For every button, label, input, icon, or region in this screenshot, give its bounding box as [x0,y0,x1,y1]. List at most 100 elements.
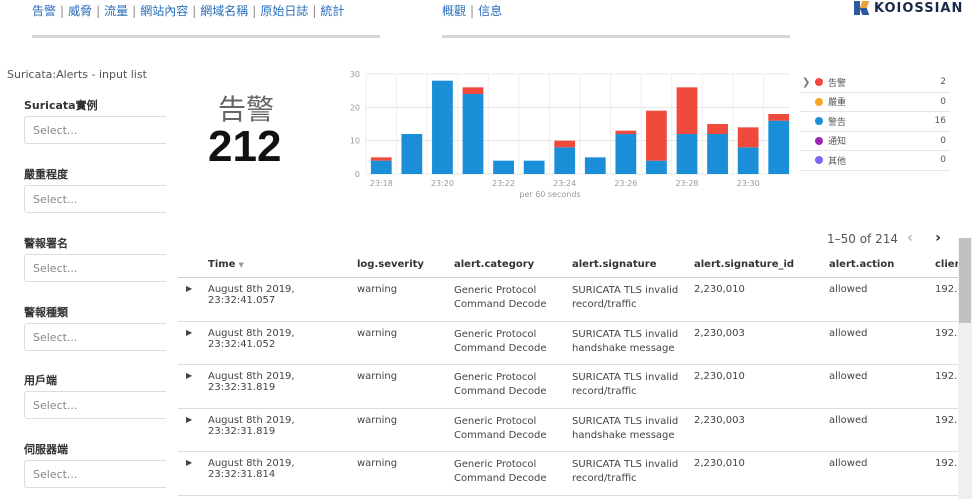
filter-select-client[interactable]: Select... [24,391,166,419]
legend-item-notice[interactable]: 通知 0 [800,132,950,151]
cell-severity: warning [357,284,398,295]
legend-dot-icon [815,97,823,106]
overview-links: 概觀 | 信息 [442,4,503,18]
dashboard-links: 告警 | 威脅 | 流量 | 網站內容 | 網域名稱 | 原始日誌 | 統計 [32,4,345,18]
nav-link-overview[interactable]: 概觀 [442,4,467,18]
prev-page-button[interactable]: ‹ [907,230,913,246]
x-tick-label: 23:20 [431,179,454,188]
legend-item-alert[interactable]: 告警 2 [800,73,950,93]
nav-link-threats[interactable]: 威脅 [68,4,93,18]
filter-label-client: 用戶端 [24,374,57,387]
table-row[interactable]: ▶ August 8th 2019, 23:32:31.819 warning Gen… [178,409,958,452]
legend-item-other[interactable]: 其他 0 [800,151,950,171]
cell-signature-id: 2,230,003 [694,414,745,426]
bar-告警 [737,127,759,148]
top-nav: 告警 | 威脅 | 流量 | 網站內容 | 網域名稱 | 原始日誌 | 統計 概觀 | 信息 KOIOSSI… [0,0,980,40]
legend-dot-icon [815,78,823,87]
cell-client: 192.1 [935,327,958,339]
cell-action: allowed [829,414,868,426]
table-row[interactable]: ▶ August 8th 2019, 23:32:31.819 warning Gen… [178,365,958,409]
nav-link-alerts[interactable]: 告警 [32,4,57,18]
bar-警告 [401,134,423,174]
next-page-button[interactable]: › [935,230,941,246]
expand-row-icon[interactable]: ▶ [186,284,193,293]
cell-severity: warning [357,414,398,426]
table-row[interactable]: ▶ August 8th 2019, 23:32:41.057 warning Gen… [178,278,958,322]
cell-category: Generic Protocol Command Decode [454,328,547,354]
filter-label-signature: 警報署名 [24,237,68,250]
x-tick-label: 23:26 [614,179,637,188]
column-header-action[interactable]: alert.action [829,259,895,270]
legend-dot-icon [815,117,823,126]
bar-告警 [646,110,667,161]
table-scrollbar[interactable] [958,238,972,499]
x-tick-label: 23:18 [370,179,393,188]
cell-time: August 8th 2019, 23:32:31.814 [208,458,295,480]
table-header: Time ▼ log.severity alert.category alert.… [178,252,958,278]
y-tick-label: 20 [350,103,360,112]
column-header-category[interactable]: alert.category [454,259,535,270]
filter-label-severity: 嚴重程度 [24,168,68,181]
y-tick-label: 10 [350,137,360,146]
alerts-table: Time ▼ log.severity alert.category alert.… [178,252,958,496]
cell-client: 192.1 [935,458,958,469]
legend-item-critical[interactable]: 嚴重 0 [800,93,950,112]
column-header-signature[interactable]: alert.signature [572,259,657,270]
expand-row-icon[interactable]: ▶ [186,327,193,337]
cell-signature-id: 2,230,003 [694,327,745,339]
sort-down-icon[interactable]: ▼ [238,261,244,269]
metric-label: 告警 [218,93,275,126]
bar-告警 [370,157,392,161]
table-row[interactable]: ▶ August 8th 2019, 23:32:31.814 warning Gen… [178,452,958,496]
column-header-signature-id[interactable]: alert.signature_id [694,259,795,270]
bar-告警 [554,140,576,148]
nav-link-raw-logs[interactable]: 原始日誌 [260,4,309,18]
nav-link-stats[interactable]: 統計 [320,4,345,18]
cell-client: 192.1 [935,371,958,382]
nav-link-web-content[interactable]: 網站內容 [140,4,189,18]
table-row[interactable]: ▶ August 8th 2019, 23:32:41.052 warning Gen… [178,322,958,365]
filter-select-severity[interactable]: Select... [24,185,166,213]
bar-警告 [493,160,514,174]
cell-action: allowed [829,371,868,382]
cell-signature: SURICATA TLS invalid handshake message [572,328,679,354]
brand-logo: KOIOSSIAN [854,0,963,16]
expand-row-icon[interactable]: ▶ [186,458,193,467]
nav-link-domains[interactable]: 網域名稱 [200,4,249,18]
cell-time: August 8th 2019, 23:32:41.057 [208,284,295,306]
legend-item-warning[interactable]: 警告 16 [800,112,950,132]
bar-警告 [370,160,392,174]
scrollbar-thumb[interactable] [959,238,971,323]
legend-toggle-icon[interactable]: ❯ [802,77,811,88]
bar-告警 [615,130,637,134]
column-header-time[interactable]: Time ▼ [208,259,244,270]
bar-警告 [523,160,545,174]
y-tick-label: 30 [350,70,360,79]
metric-value: 212 [208,122,282,171]
cell-category: Generic Protocol Command Decode [454,285,547,310]
filter-select-category[interactable]: Select... [24,323,166,351]
x-axis-label: per 60 seconds [519,190,580,199]
bar-警告 [462,94,484,174]
cell-time: August 8th 2019, 23:32:31.819 [208,414,295,437]
bar-告警 [462,87,484,94]
legend-dot-icon [815,156,823,165]
bar-告警 [707,124,728,134]
chart-legend: 告警 2 嚴重 0 警告 16 通知 0 其他 0 [800,73,950,171]
bar-警告 [676,134,698,174]
filter-select-signature[interactable]: Select... [24,254,166,282]
cell-signature-id: 2,230,010 [694,371,745,382]
cell-signature-id: 2,230,010 [694,458,745,469]
bar-警告 [432,80,453,174]
nav-link-traffic[interactable]: 流量 [104,4,129,18]
cell-severity: warning [357,327,398,339]
filter-label-category: 警報種類 [24,306,68,319]
cell-category: Generic Protocol Command Decode [454,372,547,397]
filter-select-instance[interactable]: Select... [24,116,166,144]
expand-row-icon[interactable]: ▶ [186,371,193,380]
column-header-severity[interactable]: log.severity [357,259,424,270]
filter-select-server[interactable]: Select... [24,460,166,488]
nav-link-info[interactable]: 信息 [478,4,503,18]
expand-row-icon[interactable]: ▶ [186,414,193,424]
column-header-client[interactable]: clien [935,259,958,270]
